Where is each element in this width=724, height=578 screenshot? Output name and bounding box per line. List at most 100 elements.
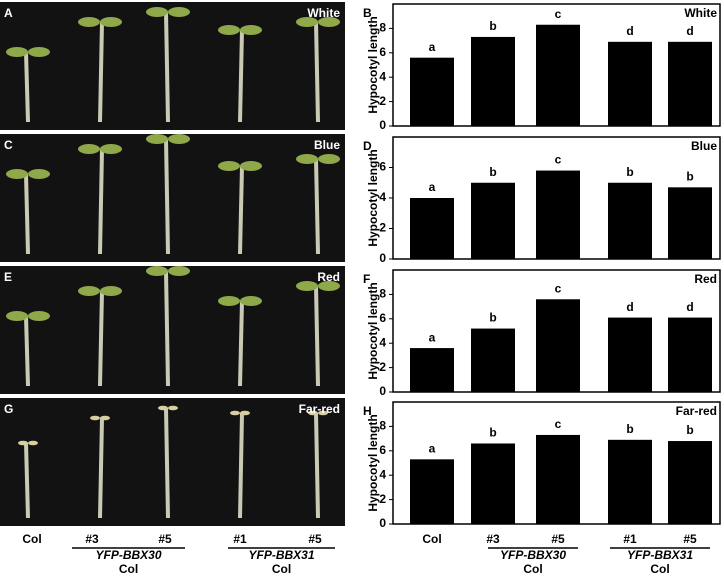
y-axis-label: Hypocotyl length bbox=[366, 149, 380, 246]
cotyledon bbox=[168, 266, 190, 276]
cotyledon bbox=[28, 169, 50, 179]
bar bbox=[471, 328, 515, 392]
significance-label: d bbox=[626, 24, 633, 38]
bar bbox=[471, 36, 515, 126]
cotyledon bbox=[100, 415, 110, 421]
group-name: YFP-BBX30 bbox=[95, 548, 161, 562]
cotyledon bbox=[28, 311, 50, 321]
category-label: #5 bbox=[551, 532, 565, 546]
category-label: Col bbox=[22, 532, 41, 546]
significance-label: b bbox=[626, 165, 633, 179]
cotyledon bbox=[308, 410, 318, 416]
group-background: Col bbox=[119, 562, 138, 576]
panel-letter: B bbox=[363, 6, 372, 20]
chart-title: Blue bbox=[691, 139, 717, 153]
cotyledon bbox=[18, 440, 28, 446]
seedling-stem bbox=[24, 51, 30, 123]
cotyledon bbox=[146, 7, 168, 17]
y-tick-label: 4 bbox=[379, 335, 386, 349]
cotyledon bbox=[158, 405, 168, 411]
cotyledon bbox=[240, 410, 250, 416]
chart-title: Far-red bbox=[676, 404, 717, 418]
y-tick-label: 2 bbox=[379, 94, 386, 108]
bar bbox=[608, 41, 652, 126]
group-name: YFP-BBX31 bbox=[627, 548, 693, 562]
bar bbox=[536, 299, 580, 392]
panel-letter: C bbox=[4, 138, 13, 152]
group-name: YFP-BBX31 bbox=[248, 548, 314, 562]
seedling-stem bbox=[164, 138, 170, 255]
category-label: #3 bbox=[486, 532, 500, 546]
cotyledon bbox=[78, 17, 100, 27]
seedling-stem bbox=[314, 158, 320, 255]
cotyledon bbox=[296, 154, 318, 164]
significance-label: b bbox=[489, 19, 496, 33]
cotyledon bbox=[6, 169, 28, 179]
condition-label: Blue bbox=[314, 138, 340, 152]
y-tick-label: 0 bbox=[379, 118, 386, 132]
panel-letter: A bbox=[4, 6, 13, 20]
bar bbox=[668, 441, 712, 524]
panel-letter: G bbox=[4, 402, 13, 416]
cotyledon bbox=[100, 17, 122, 27]
significance-label: c bbox=[555, 153, 562, 167]
cotyledon bbox=[218, 296, 240, 306]
significance-label: d bbox=[686, 24, 693, 38]
seedling-stem bbox=[238, 300, 244, 387]
cotyledon bbox=[318, 281, 340, 291]
cotyledon bbox=[100, 286, 122, 296]
bar bbox=[410, 348, 454, 392]
seedling-stem bbox=[314, 285, 320, 387]
cotyledon bbox=[28, 440, 38, 446]
cotyledon bbox=[296, 17, 318, 27]
bar bbox=[668, 41, 712, 126]
cotyledon bbox=[168, 405, 178, 411]
bar bbox=[410, 57, 454, 126]
seedling-stem bbox=[98, 21, 104, 123]
seedling-stem bbox=[24, 442, 30, 519]
y-tick-label: 0 bbox=[379, 384, 386, 398]
bar bbox=[410, 459, 454, 524]
panel-letter: F bbox=[363, 272, 370, 286]
cotyledon bbox=[78, 286, 100, 296]
photo bbox=[0, 266, 345, 394]
y-tick-label: 6 bbox=[379, 160, 386, 174]
cotyledon bbox=[318, 17, 340, 27]
group-background: Col bbox=[272, 562, 291, 576]
seedling-stem bbox=[98, 417, 104, 519]
significance-label: a bbox=[429, 330, 436, 344]
cotyledon bbox=[28, 47, 50, 57]
cotyledon bbox=[90, 415, 100, 421]
cotyledon bbox=[240, 296, 262, 306]
bar bbox=[536, 24, 580, 127]
significance-label: d bbox=[686, 300, 693, 314]
significance-label: c bbox=[555, 417, 562, 431]
cotyledon bbox=[218, 161, 240, 171]
significance-label: a bbox=[429, 180, 436, 194]
y-tick-label: 8 bbox=[379, 419, 386, 433]
y-tick-label: 8 bbox=[379, 287, 386, 301]
significance-label: c bbox=[555, 7, 562, 21]
bar bbox=[471, 182, 515, 259]
seedling-stem bbox=[238, 165, 244, 255]
seedling-stem bbox=[238, 412, 244, 519]
seedling-stem bbox=[164, 270, 170, 387]
panel-letter: D bbox=[363, 139, 372, 153]
category-label: Col bbox=[422, 532, 441, 546]
y-axis-label: Hypocotyl length bbox=[366, 414, 380, 511]
y-tick-label: 2 bbox=[379, 492, 386, 506]
bar bbox=[536, 434, 580, 524]
significance-label: a bbox=[429, 40, 436, 54]
cotyledon bbox=[146, 266, 168, 276]
significance-label: b bbox=[686, 169, 693, 183]
cotyledon bbox=[6, 47, 28, 57]
seedling-stem bbox=[164, 11, 170, 123]
category-label: #3 bbox=[85, 532, 99, 546]
cotyledon bbox=[296, 281, 318, 291]
significance-label: a bbox=[429, 442, 436, 456]
cotyledon bbox=[78, 144, 100, 154]
seedling-stem bbox=[98, 148, 104, 255]
seedling-stem bbox=[314, 412, 320, 519]
panel-letter: H bbox=[363, 404, 372, 418]
y-tick-label: 2 bbox=[379, 221, 386, 235]
